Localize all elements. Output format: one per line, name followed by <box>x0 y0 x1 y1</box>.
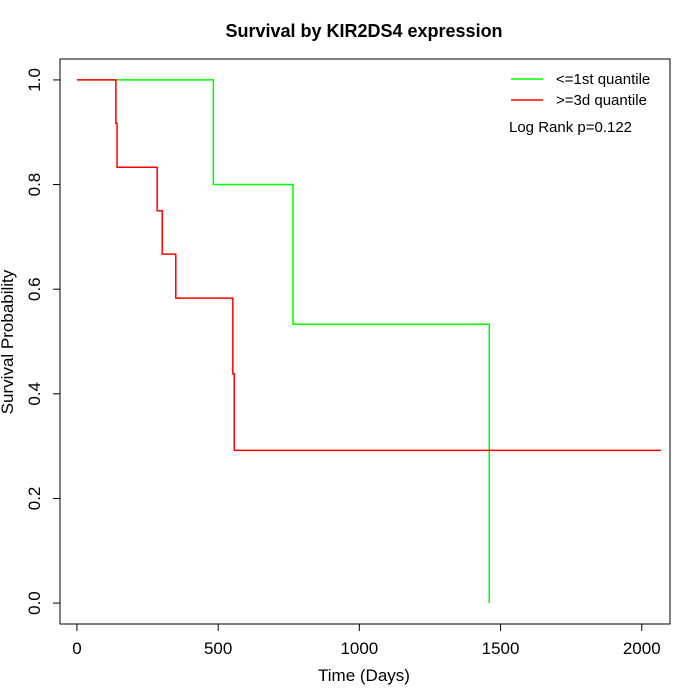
x-tick-label: 1500 <box>482 639 520 658</box>
legend-label: <=1st quantile <box>556 71 650 88</box>
y-tick-label: 0.2 <box>25 487 44 511</box>
y-axis: 0.0 0.2 0.4 0.6 0.8 1.0 <box>25 68 61 615</box>
log-rank-annotation: Log Rank p=0.122 <box>509 119 632 136</box>
x-tick-label: 1000 <box>340 639 378 658</box>
plot-frame <box>59 58 671 625</box>
x-axis-label: Time (Days) <box>318 666 410 685</box>
x-tick-label: 2000 <box>623 639 661 658</box>
y-tick-label: 1.0 <box>25 68 44 92</box>
x-tick-label: 0 <box>72 639 81 658</box>
x-axis: 0 500 1000 1500 2000 <box>72 623 661 658</box>
y-tick-label: 0.8 <box>25 173 44 197</box>
series-line-1 <box>76 79 491 604</box>
legend: <=1st quantile >=3d quantile <box>511 71 650 109</box>
series-line-2 <box>76 79 661 452</box>
chart-title: Survival by KIR2DS4 expression <box>225 21 502 41</box>
legend-label: >=3d quantile <box>556 92 647 109</box>
y-tick-label: 0.0 <box>25 591 44 615</box>
series-layer <box>76 79 661 604</box>
y-axis-label: Survival Probability <box>0 269 17 414</box>
x-tick-label: 500 <box>204 639 232 658</box>
y-tick-label: 0.6 <box>25 277 44 301</box>
y-tick-label: 0.4 <box>25 382 44 406</box>
